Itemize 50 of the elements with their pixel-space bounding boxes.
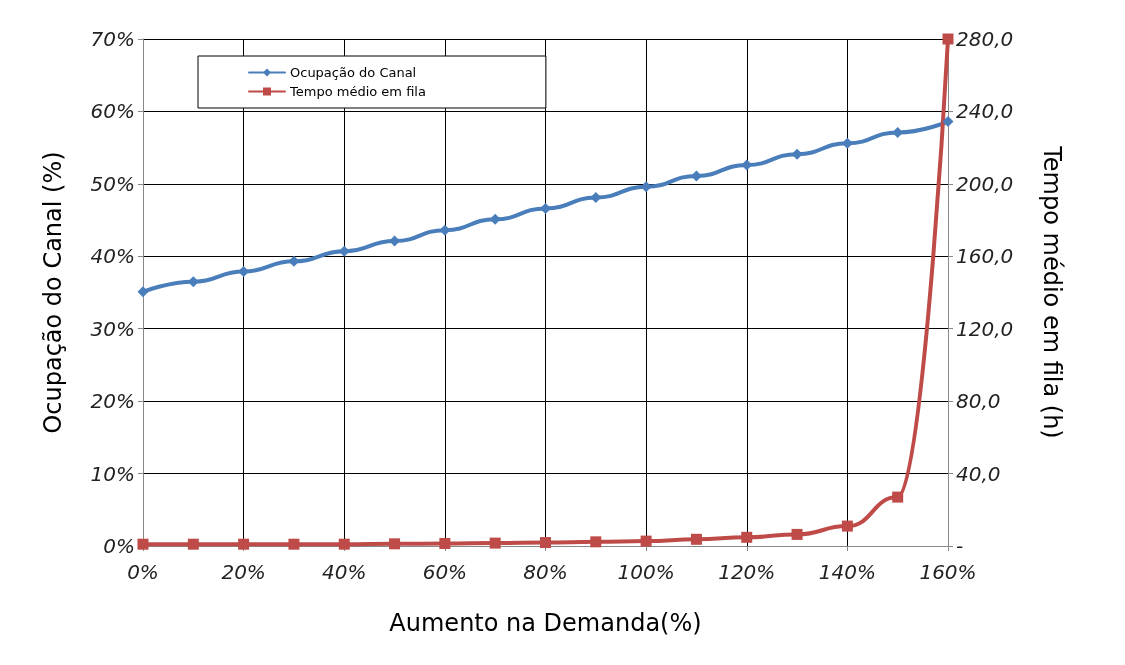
point	[791, 528, 803, 540]
legend-label: Tempo médio em fila	[289, 84, 426, 99]
x-tick-label: 80%	[523, 560, 568, 584]
y2-axis-title: Tempo médio em fila (h)	[1038, 145, 1066, 439]
point	[892, 491, 904, 503]
y-tick-label: 60%	[90, 99, 135, 124]
point	[137, 286, 149, 298]
y2-tick-label: 200,0	[956, 171, 1014, 196]
x-tick-label: 100%	[617, 560, 675, 584]
point	[540, 202, 551, 214]
point	[338, 538, 350, 550]
point	[439, 537, 451, 549]
point	[942, 33, 954, 45]
y2-tick-label: 280,0	[956, 27, 1014, 51]
x-tick-label: 140%	[818, 560, 876, 584]
y-axis-title: Ocupação do Canal (%)	[39, 151, 67, 434]
y2-tick-label: 240,0	[956, 99, 1014, 124]
point	[690, 533, 702, 545]
point	[942, 116, 954, 128]
y2-tick-label: 80,0	[956, 389, 1001, 414]
y2-tick-label: 160,0	[956, 244, 1014, 269]
x-tick-label: 160%	[919, 560, 977, 584]
x-tick-label: 120%	[718, 560, 776, 584]
point	[288, 538, 300, 550]
x-tick-label: 20%	[221, 560, 266, 584]
y-tick-label: 20%	[90, 389, 135, 414]
point	[238, 538, 250, 550]
y-tick-label: 30%	[90, 316, 135, 341]
y-tick-label: 10%	[90, 461, 135, 486]
point	[389, 538, 401, 550]
y2-tick-label: -	[956, 534, 964, 558]
point	[841, 520, 853, 532]
y2-tick-label: 120,0	[956, 316, 1014, 341]
point	[187, 538, 199, 550]
x-axis-title: Aumento na Demanda(%)	[389, 609, 702, 637]
point	[640, 535, 652, 547]
y-tick-label: 50%	[90, 171, 135, 196]
x-tick-label: 40%	[322, 560, 367, 584]
x-tick-label: 60%	[422, 560, 468, 584]
y-tick-label: 40%	[90, 244, 135, 269]
y-tick-label: 0%	[103, 534, 135, 558]
y2-tick-label: 40,0	[956, 461, 1001, 486]
legend-label: Ocupação do Canal	[290, 65, 417, 80]
point	[540, 537, 551, 549]
point	[489, 537, 501, 549]
y-tick-label: 70%	[90, 27, 135, 51]
point	[137, 538, 149, 550]
point	[590, 536, 602, 548]
point	[741, 531, 753, 543]
x-tick-label: 0%	[127, 560, 159, 584]
